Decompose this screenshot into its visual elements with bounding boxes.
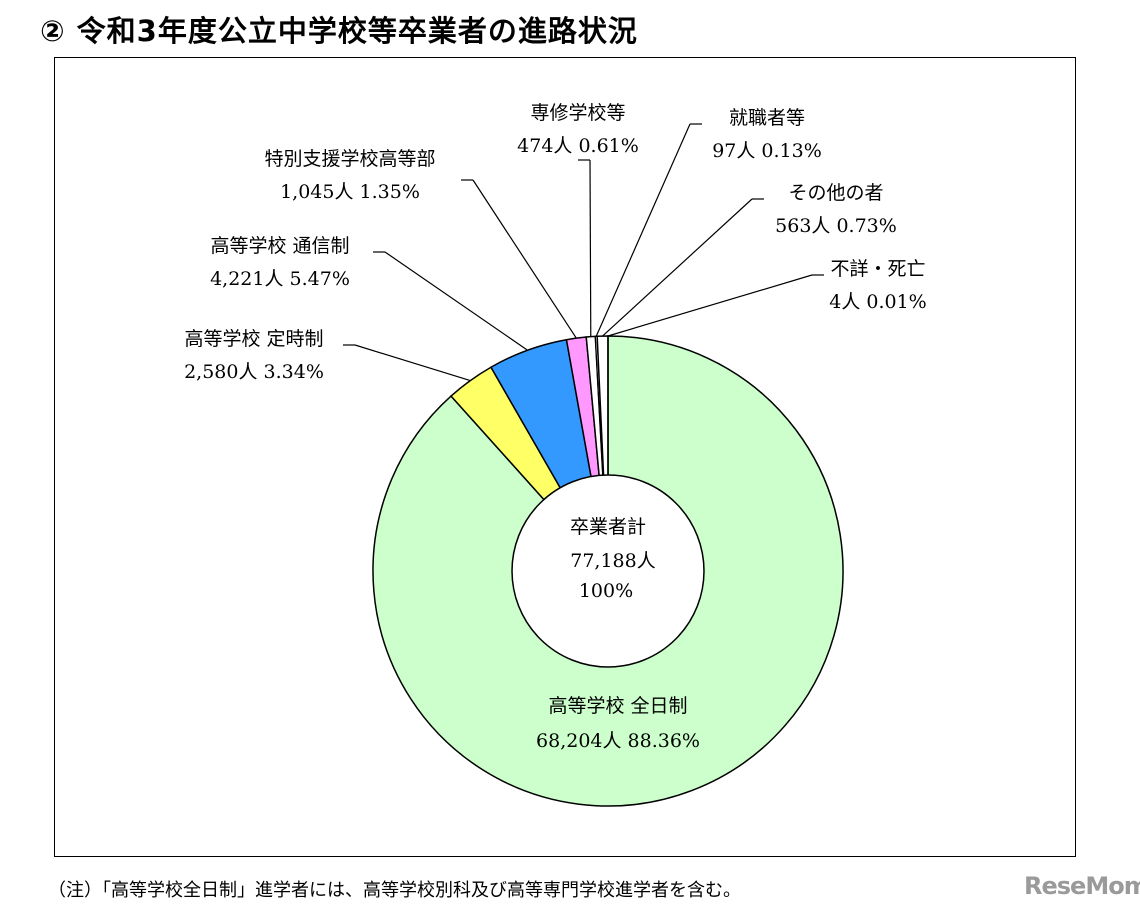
chart-frame xyxy=(54,57,1076,857)
slice-value-5: 474人 0.61% xyxy=(517,135,639,157)
slice-value-8: 4人 0.01% xyxy=(829,291,927,313)
center-total-count: 77,188人 xyxy=(570,550,655,572)
leader-line-7 xyxy=(602,198,753,337)
donut-hole xyxy=(511,474,705,668)
slice-label-7: その他の者 xyxy=(788,182,883,204)
slice-label-6: 就職者等 xyxy=(729,107,805,129)
leader-line-3 xyxy=(384,251,528,351)
page-title: ② 令和3年度公立中学校等卒業者の進路状況 xyxy=(40,14,638,48)
leader-line-6 xyxy=(595,123,691,337)
slice-value-1: 68,204人 88.36% xyxy=(536,730,700,752)
slice-value-6: 97人 0.13% xyxy=(712,140,822,162)
slice-value-2: 2,580人 3.34% xyxy=(184,361,324,383)
slice-label-4: 特別支援学校高等部 xyxy=(264,148,435,170)
labels-group: 高等学校 全日制 68,204人 88.36% 高等学校 定時制 2,580人 3.3… xyxy=(184,102,927,752)
slice-label-2: 高等学校 定時制 xyxy=(184,328,323,350)
resemom-logo: ReseMom xyxy=(1024,872,1140,900)
slice-value-7: 563人 0.73% xyxy=(775,215,897,237)
slice-value-4: 1,045人 1.35% xyxy=(280,181,420,203)
slice-value-3: 4,221人 5.47% xyxy=(210,268,350,290)
leader-line-4 xyxy=(472,179,577,339)
leader-line-2 xyxy=(354,344,471,382)
footnote: （注）「高等学校全日制」進学者には、高等学校別科及び高等専門学校進学者を含む。 xyxy=(48,880,741,901)
slice-label-5: 専修学校等 xyxy=(530,102,625,124)
leader-lines-group xyxy=(343,123,824,382)
leader-line-8 xyxy=(607,274,813,337)
slice-label-3: 高等学校 通信制 xyxy=(210,235,349,257)
center-total-label: 卒業者計 xyxy=(570,516,646,538)
slice-label-1: 高等学校 全日制 xyxy=(548,695,687,717)
center-total-percent: 100% xyxy=(579,580,633,602)
leader-line-5 xyxy=(589,159,592,337)
slice-label-8: 不詳・死亡 xyxy=(830,258,925,280)
